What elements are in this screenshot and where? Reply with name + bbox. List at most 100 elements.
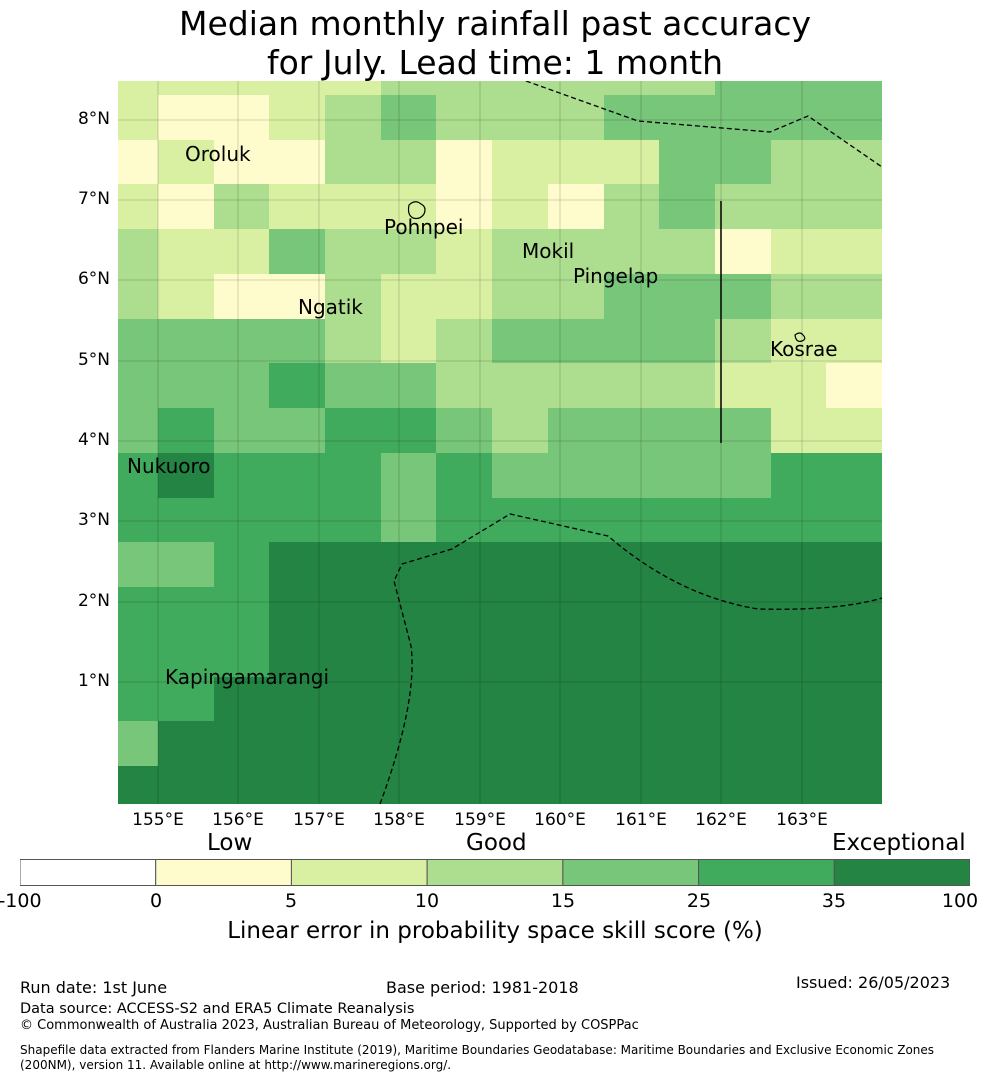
grid-cell (325, 140, 382, 185)
grid-cell (214, 95, 270, 141)
legend-category-good: Good (466, 830, 527, 856)
grid-cell (548, 363, 605, 409)
grid-cell (269, 81, 326, 96)
grid-cell (826, 229, 882, 275)
grid-cell (436, 140, 493, 185)
grid-cell (436, 184, 493, 230)
grid-cell (548, 721, 605, 767)
grid-cell (771, 453, 827, 499)
lat-label: 1°N (77, 671, 110, 691)
place-label-pingelap: Pingelap (573, 264, 659, 288)
grid-cell (118, 408, 159, 454)
grid-cell (604, 453, 660, 499)
grid-cell (214, 721, 270, 767)
grid-cell (604, 632, 660, 678)
grid-cell (826, 632, 882, 678)
grid-cell (214, 453, 270, 499)
grid-cell (715, 587, 772, 633)
colorbar-segment (833, 859, 971, 886)
grid-cell (659, 184, 716, 230)
grid-cell (118, 721, 159, 767)
grid-cell (659, 498, 716, 543)
grid-cell (492, 587, 549, 633)
lat-label: 3°N (77, 510, 110, 530)
grid-cell (604, 363, 660, 409)
grid-cell (492, 95, 549, 141)
grid-cell (436, 274, 493, 320)
grid-cell (548, 81, 605, 96)
grid-cell (214, 140, 270, 185)
colorbar-tick: 35 (821, 890, 847, 912)
grid-cell (269, 766, 326, 804)
grid-cell (158, 766, 215, 804)
grid-cell (325, 453, 382, 499)
grid-cell (214, 274, 270, 320)
grid-cell (548, 542, 605, 588)
grid-cell (381, 766, 437, 804)
grid-cell (118, 140, 159, 185)
grid-cell (548, 587, 605, 633)
grid-cell (548, 632, 605, 678)
grid-cell (604, 542, 660, 588)
grid-cell (436, 677, 493, 722)
grid-cell (269, 95, 326, 141)
grid-cell (659, 408, 716, 454)
grid-cell (826, 363, 882, 409)
grid-cell (715, 81, 772, 96)
lat-label: 2°N (77, 591, 110, 611)
base-period: Base period: 1981-2018 (386, 978, 579, 997)
colorbar-segment (155, 859, 292, 886)
grid-cell (158, 542, 215, 588)
title-line-2: for July. Lead time: 1 month (266, 43, 723, 82)
colorbar-segment (426, 859, 564, 886)
grid-cell (158, 408, 215, 454)
grid-cell (492, 81, 549, 96)
grid-cell (826, 721, 882, 767)
grid-cell (548, 498, 605, 543)
grid-cell (325, 95, 382, 141)
grid-cell (118, 766, 159, 804)
grid-cell (436, 632, 493, 678)
grid-cell (771, 229, 827, 275)
grid-cell (118, 363, 159, 409)
lon-label: 159°E (454, 810, 506, 830)
grid-cell (826, 140, 882, 185)
lat-label: 8°N (77, 109, 110, 129)
grid-cell (158, 274, 215, 320)
lon-label: 156°E (212, 810, 264, 830)
grid-cell (771, 677, 827, 722)
grid-cell (436, 81, 493, 96)
grid-cell (659, 587, 716, 633)
grid-cell (381, 95, 437, 141)
grid-cell (604, 721, 660, 767)
colorbar-tick: 0 (149, 890, 163, 912)
grid-cell (715, 274, 772, 320)
grid-cell (715, 677, 772, 722)
lat-label: 7°N (77, 189, 110, 209)
skill-grid (118, 81, 882, 804)
grid-cell (325, 319, 382, 364)
grid-cell (826, 587, 882, 633)
grid-cell (158, 363, 215, 409)
grid-cell (436, 587, 493, 633)
grid-cell (771, 274, 827, 320)
grid-cell (826, 81, 882, 96)
grid-cell (548, 184, 605, 230)
grid-cell (118, 319, 159, 364)
grid-cell (826, 453, 882, 499)
grid-cell (325, 721, 382, 767)
grid-cell (604, 408, 660, 454)
colorbar-tick: 100 (941, 890, 979, 912)
grid-cell (381, 319, 437, 364)
grid-cell (158, 95, 215, 141)
grid-cell (604, 319, 660, 364)
grid-cell (771, 140, 827, 185)
grid-cell (214, 184, 270, 230)
grid-cell (771, 632, 827, 678)
grid-cell (492, 408, 549, 454)
grid-cell (269, 229, 326, 275)
grid-cell (269, 140, 326, 185)
grid-cell (269, 587, 326, 633)
colorbar-tick: -100 (0, 890, 42, 912)
grid-cell (118, 453, 159, 499)
